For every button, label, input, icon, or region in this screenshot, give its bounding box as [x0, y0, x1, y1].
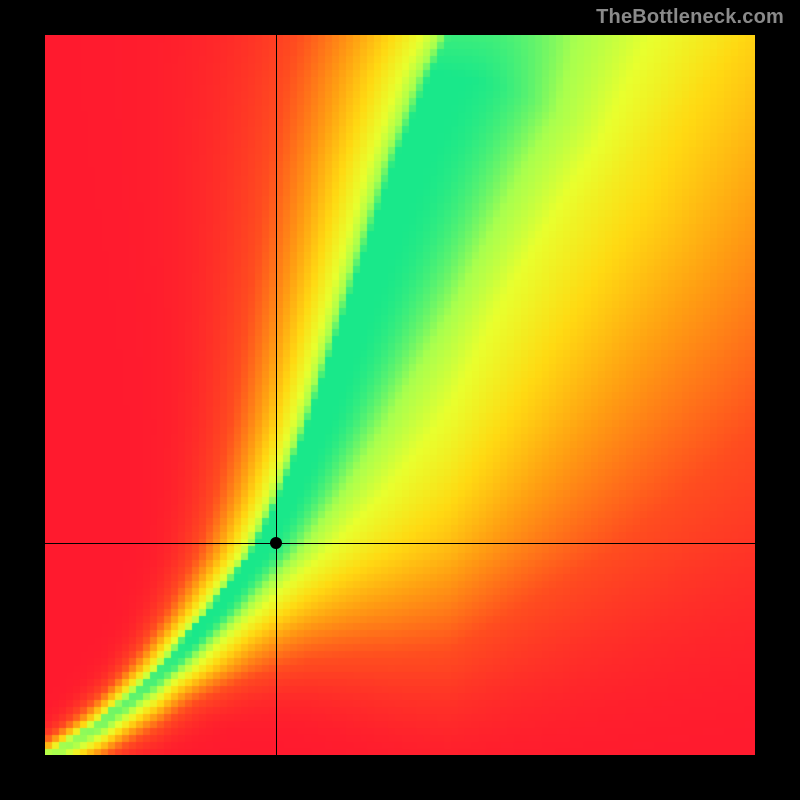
- heatmap-plot: [45, 35, 755, 755]
- heatmap-canvas: [45, 35, 755, 755]
- crosshair-vertical: [276, 35, 277, 755]
- selection-marker: [270, 537, 282, 549]
- crosshair-horizontal: [45, 543, 755, 544]
- watermark-text: TheBottleneck.com: [596, 6, 784, 29]
